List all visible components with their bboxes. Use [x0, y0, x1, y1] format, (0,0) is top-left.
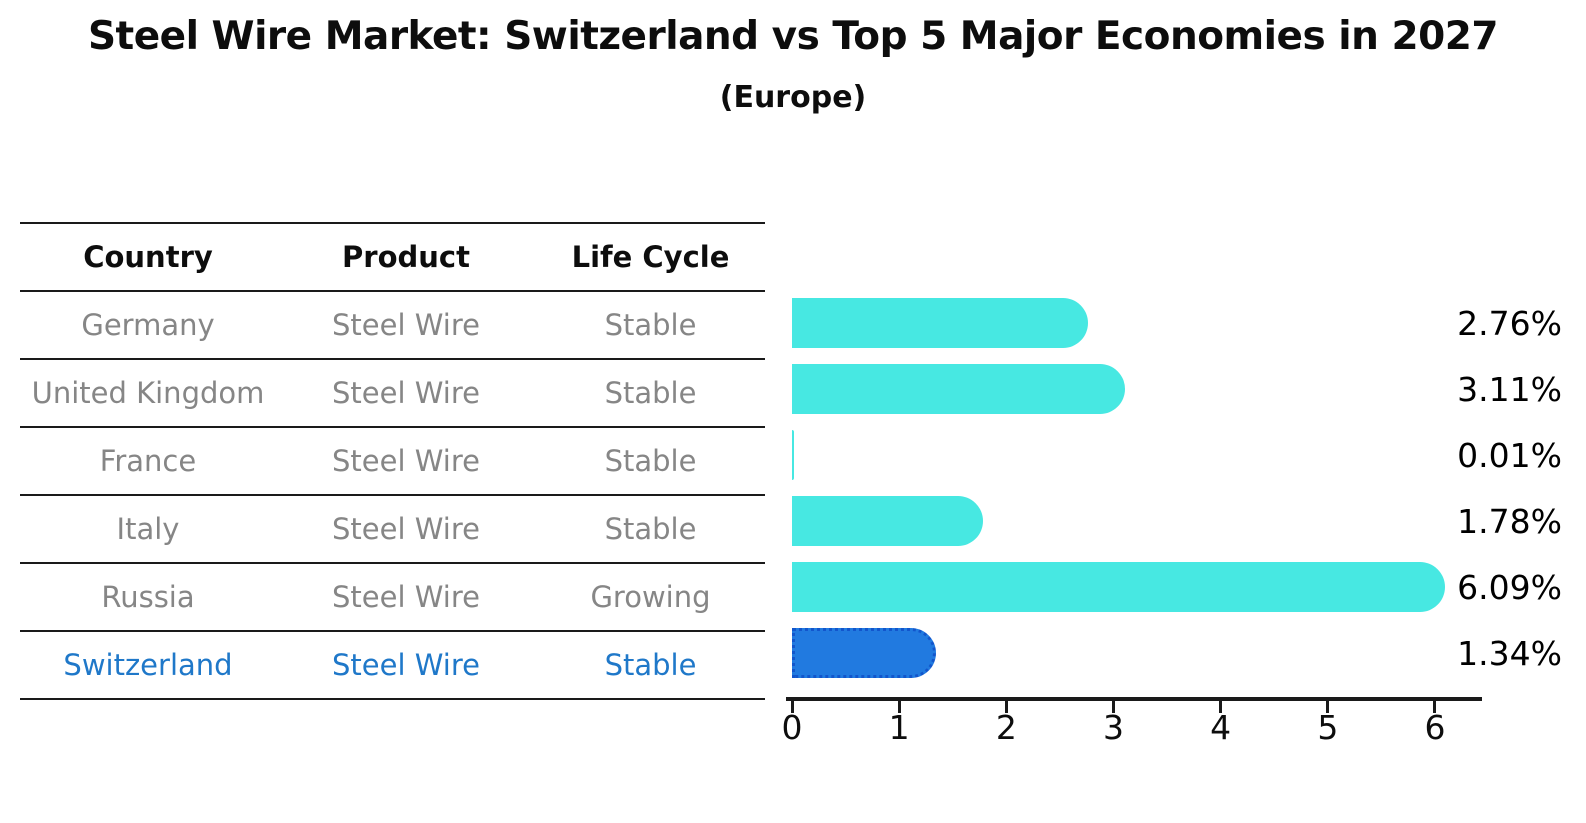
column-header-product: Product — [342, 240, 470, 274]
country-table: Country Product Life Cycle Germany Steel … — [20, 222, 765, 700]
table-row-france: France Steel Wire Stable — [20, 428, 765, 496]
x-tick — [790, 701, 794, 713]
bar-france — [792, 430, 794, 480]
x-tick — [1111, 701, 1115, 713]
cell-country: France — [99, 444, 197, 478]
cell-life-cycle: Growing — [590, 580, 711, 614]
x-tick — [1433, 701, 1437, 713]
x-tick-label: 0 — [781, 708, 803, 747]
table-row-germany: Germany Steel Wire Stable — [20, 292, 765, 360]
value-label-italy: 1.78% — [1457, 501, 1562, 541]
table-body: Germany Steel Wire Stable United Kingdom Ste… — [20, 292, 765, 700]
cell-product: Steel Wire — [332, 376, 480, 410]
cell-country: Italy — [116, 512, 180, 546]
value-label-united-kingdom: 3.11% — [1457, 369, 1562, 409]
table-row-italy: Italy Steel Wire Stable — [20, 496, 765, 564]
value-label-france: 0.01% — [1457, 435, 1562, 475]
cell-country: Germany — [81, 308, 215, 342]
x-axis-line — [786, 697, 1482, 701]
cell-life-cycle: Stable — [604, 444, 697, 478]
x-tick-label: 2 — [995, 708, 1017, 747]
table-header-row: Country Product Life Cycle — [20, 224, 765, 292]
cell-life-cycle: Stable — [604, 512, 697, 546]
cell-product: Steel Wire — [332, 580, 480, 614]
bar-russia — [792, 562, 1445, 612]
x-tick — [1219, 701, 1223, 713]
cell-life-cycle: Stable — [604, 308, 697, 342]
cell-life-cycle: Stable — [604, 648, 697, 682]
cell-product: Steel Wire — [332, 444, 480, 478]
x-tick — [1326, 701, 1330, 713]
x-tick-label: 1 — [888, 708, 910, 747]
value-label-germany: 2.76% — [1457, 303, 1562, 343]
x-tick — [1004, 701, 1008, 713]
table-row-russia: Russia Steel Wire Growing — [20, 564, 765, 632]
bar-italy — [792, 496, 983, 546]
cell-product: Steel Wire — [332, 512, 480, 546]
bar-switzerland — [792, 628, 936, 678]
cell-product: Steel Wire — [332, 648, 480, 682]
value-label-russia: 6.09% — [1457, 567, 1562, 607]
cell-product: Steel Wire — [332, 308, 480, 342]
x-tick-label: 5 — [1317, 708, 1339, 747]
x-tick-label: 3 — [1102, 708, 1124, 747]
x-tick — [897, 701, 901, 713]
x-tick-label: 6 — [1424, 708, 1446, 747]
cell-country: Russia — [101, 580, 195, 614]
cell-country: Switzerland — [63, 648, 233, 682]
x-tick-label: 4 — [1210, 708, 1232, 747]
chart-subtitle: (Europe) — [719, 80, 867, 115]
bar-united-kingdom — [792, 364, 1126, 414]
cell-country: United Kingdom — [31, 376, 265, 410]
column-header-country: Country — [83, 240, 213, 274]
bar-germany — [792, 298, 1088, 348]
value-label-switzerland: 1.34% — [1457, 633, 1562, 673]
cell-life-cycle: Stable — [604, 376, 697, 410]
table-row-switzerland: Switzerland Steel Wire Stable — [20, 632, 765, 700]
column-header-life-cycle: Life Cycle — [571, 240, 730, 274]
table-row-united-kingdom: United Kingdom Steel Wire Stable — [20, 360, 765, 428]
chart-title: Steel Wire Market: Switzerland vs Top 5 … — [87, 14, 1499, 59]
